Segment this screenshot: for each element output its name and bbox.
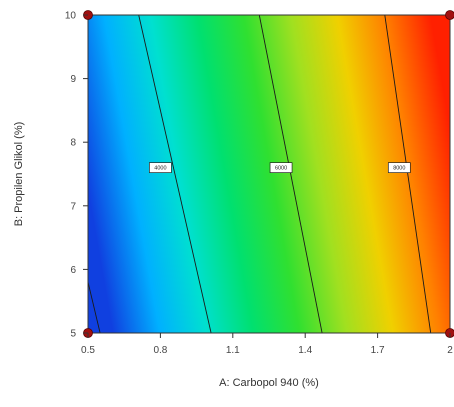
contour-line <box>384 15 432 333</box>
y-tick-label: 5 <box>70 329 76 340</box>
x-tick-label: 1.7 <box>371 345 385 356</box>
y-axis-title: B: Propilen Glikol (%) <box>13 122 25 227</box>
y-axis: 5 6 7 8 9 10 <box>65 11 88 340</box>
x-tick-label: 2 <box>447 345 453 356</box>
contour-labels: 4000 6000 8000 <box>149 162 411 173</box>
contour-label: 6000 <box>269 162 293 173</box>
contour-line <box>88 281 101 333</box>
y-tick-label: 9 <box>70 74 76 85</box>
x-axis: 0.5 0.8 1.1 1.4 1.7 2 <box>81 333 453 356</box>
contour-line <box>258 15 323 333</box>
y-tick-label: 7 <box>70 201 76 212</box>
contour-label: 4000 <box>149 162 172 173</box>
contour-lines <box>88 15 432 333</box>
contour-label-text: 8000 <box>393 166 405 172</box>
design-point <box>445 10 454 20</box>
y-tick-label: 8 <box>70 138 76 149</box>
x-tick-label: 1.4 <box>298 345 312 356</box>
x-tick-label: 1.1 <box>226 345 240 356</box>
x-tick-label: 0.8 <box>153 345 167 356</box>
y-tick-label: 6 <box>70 265 76 276</box>
y-tick-label: 10 <box>65 11 77 22</box>
plot-area <box>88 15 450 333</box>
x-tick-label: 0.5 <box>81 345 95 356</box>
contour-line <box>138 15 212 333</box>
x-axis-title: A: Carbopol 940 (%) <box>219 377 319 389</box>
plot-frame <box>87 14 451 334</box>
contour-label: 8000 <box>387 162 411 173</box>
contour-label-text: 4000 <box>154 166 166 172</box>
contour-label-text: 6000 <box>275 166 287 172</box>
